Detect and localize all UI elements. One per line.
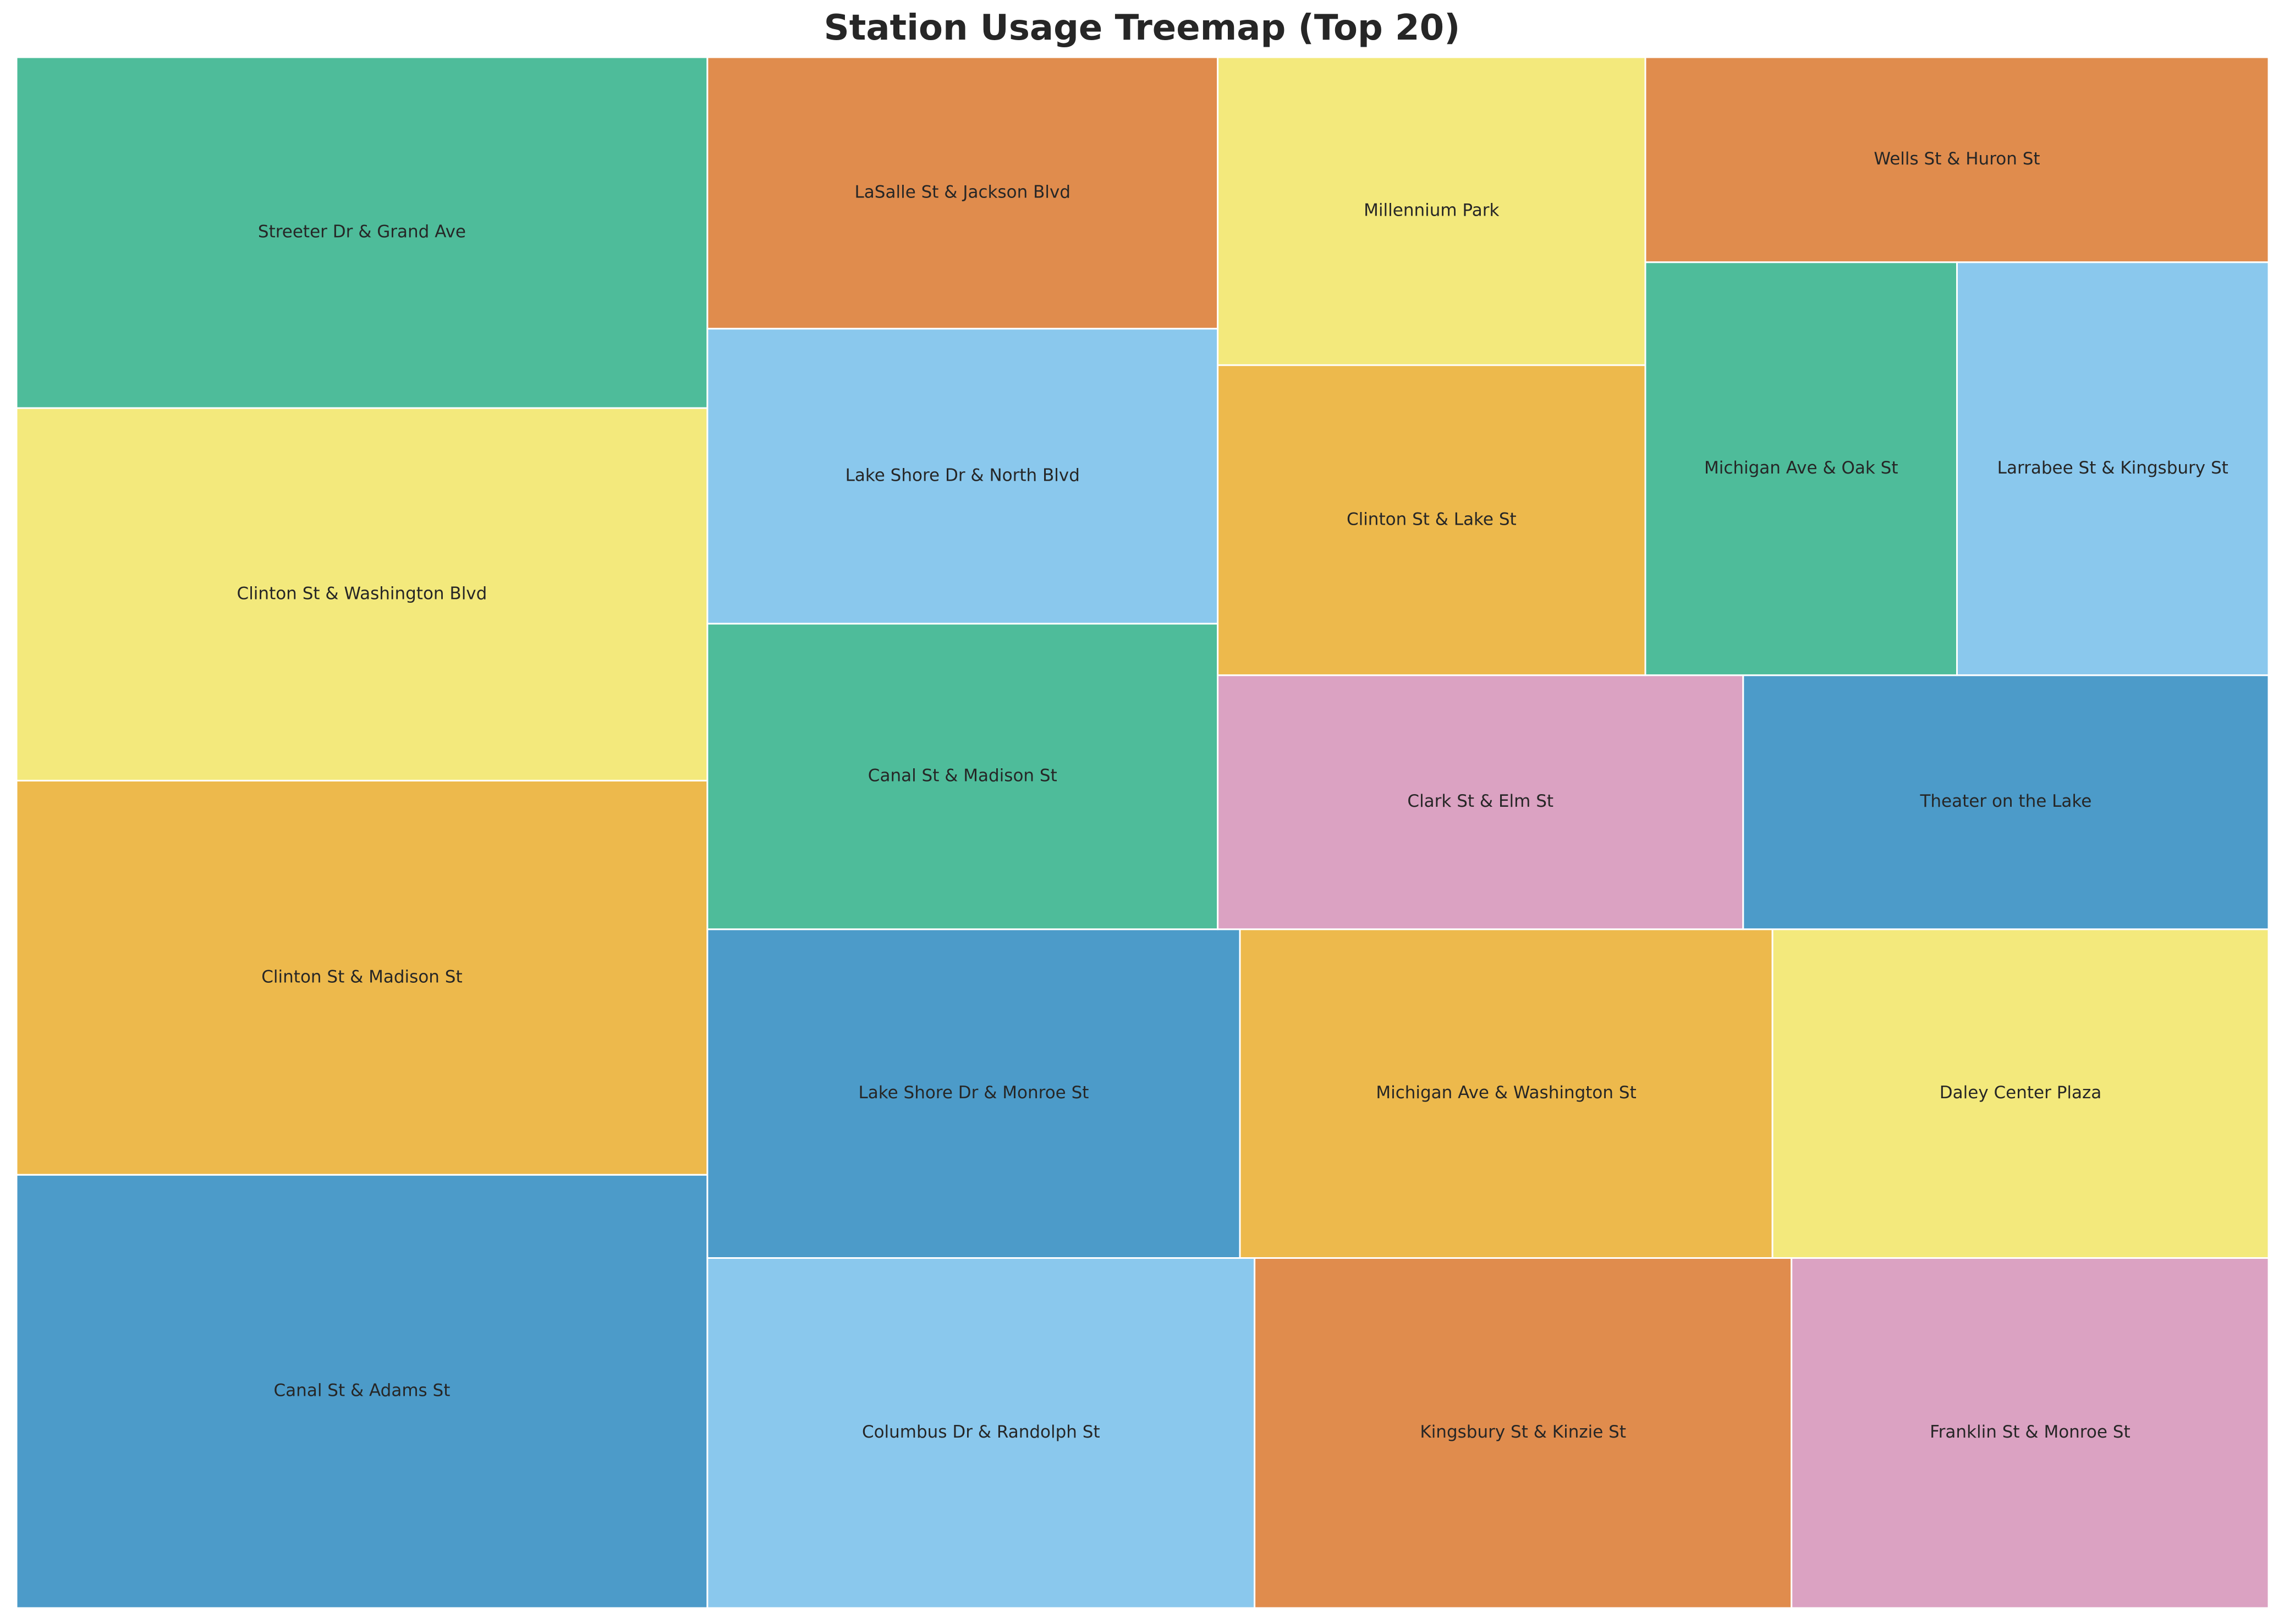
- tile-rect: [1771, 928, 2270, 1259]
- tile-label: Larrabee St & Kingsbury St: [1997, 458, 2228, 478]
- tile-label: Franklin St & Monroe St: [1930, 1422, 2131, 1442]
- tile-label: Columbus Dr & Randolph St: [862, 1422, 1100, 1442]
- tile-rect: [706, 928, 1241, 1259]
- tile-rect: [1644, 56, 2270, 263]
- tile-label: Wells St & Huron St: [1874, 149, 2040, 169]
- tile-label: Clinton St & Lake St: [1347, 509, 1517, 529]
- tile-label: Lake Shore Dr & Monroe St: [858, 1083, 1089, 1103]
- tile-label: Clinton St & Madison St: [261, 967, 462, 987]
- tile-rect: [15, 56, 709, 409]
- tile-streeter-dr-and-grand-ave: Streeter Dr & Grand Ave: [15, 56, 709, 409]
- tile-label: LaSalle St & Jackson Blvd: [855, 182, 1070, 202]
- tile-michigan-ave-and-washington-st: Michigan Ave & Washington St: [1239, 928, 1774, 1259]
- tile-rect: [706, 1257, 1256, 1609]
- tile-clinton-st-and-lake-st: Clinton St & Lake St: [1217, 364, 1646, 676]
- tile-theater-on-the-lake: Theater on the Lake: [1742, 674, 2270, 931]
- tile-label: Michigan Ave & Oak St: [1704, 458, 1898, 478]
- tile-label: Theater on the Lake: [1919, 791, 2091, 811]
- tile-label: Daley Center Plaza: [1940, 1083, 2102, 1103]
- tile-rect: [15, 407, 709, 781]
- tile-clark-st-and-elm-st: Clark St & Elm St: [1217, 674, 1744, 931]
- tile-label: Millennium Park: [1364, 200, 1499, 220]
- tile-rect: [1254, 1257, 1793, 1609]
- tile-rect: [1644, 261, 1958, 676]
- tile-rect: [1217, 674, 1744, 931]
- tile-rect: [15, 1174, 709, 1609]
- tile-label: Clark St & Elm St: [1407, 791, 1553, 811]
- tile-label: Clinton St & Washington Blvd: [237, 583, 487, 603]
- tile-label: Kingsbury St & Kinzie St: [1420, 1422, 1626, 1442]
- tile-label: Lake Shore Dr & North Blvd: [845, 465, 1080, 485]
- tile-rect: [706, 328, 1219, 625]
- tile-rect: [1956, 261, 2270, 676]
- tile-canal-st-and-adams-st: Canal St & Adams St: [15, 1174, 709, 1609]
- tile-michigan-ave-and-oak-st: Michigan Ave & Oak St: [1644, 261, 1958, 676]
- tile-rect: [706, 623, 1219, 931]
- tile-kingsbury-st-and-kinzie-st: Kingsbury St & Kinzie St: [1254, 1257, 1793, 1609]
- tile-label: Canal St & Madison St: [868, 766, 1057, 785]
- tile-rect: [1217, 56, 1646, 366]
- tile-label: Canal St & Adams St: [274, 1381, 451, 1401]
- tile-clinton-st-and-madison-st: Clinton St & Madison St: [15, 779, 709, 1176]
- tile-rect: [15, 779, 709, 1176]
- tile-rect: [1742, 674, 2270, 931]
- tile-columbus-dr-and-randolph-st: Columbus Dr & Randolph St: [706, 1257, 1256, 1609]
- tile-lasalle-st-and-jackson-blvd: LaSalle St & Jackson Blvd: [706, 56, 1219, 330]
- tile-franklin-st-and-monroe-st: Franklin St & Monroe St: [1791, 1257, 2270, 1609]
- tile-rect: [1217, 364, 1646, 676]
- tile-larrabee-st-and-kingsbury-st: Larrabee St & Kingsbury St: [1956, 261, 2270, 676]
- tile-wells-st-and-huron-st: Wells St & Huron St: [1644, 56, 2270, 263]
- tile-lake-shore-dr-and-monroe-st: Lake Shore Dr & Monroe St: [706, 928, 1241, 1259]
- tile-daley-center-plaza: Daley Center Plaza: [1771, 928, 2270, 1259]
- tile-label: Michigan Ave & Washington St: [1376, 1083, 1636, 1103]
- tile-canal-st-and-madison-st: Canal St & Madison St: [706, 623, 1219, 931]
- chart-title: Station Usage Treemap (Top 20): [823, 8, 1461, 48]
- tile-label: Streeter Dr & Grand Ave: [258, 222, 466, 242]
- tile-millennium-park: Millennium Park: [1217, 56, 1646, 366]
- tile-clinton-st-and-washington-blvd: Clinton St & Washington Blvd: [15, 407, 709, 781]
- tile-lake-shore-dr-and-north-blvd: Lake Shore Dr & North Blvd: [706, 328, 1219, 625]
- tile-rect: [1791, 1257, 2270, 1609]
- tile-rect: [1239, 928, 1774, 1259]
